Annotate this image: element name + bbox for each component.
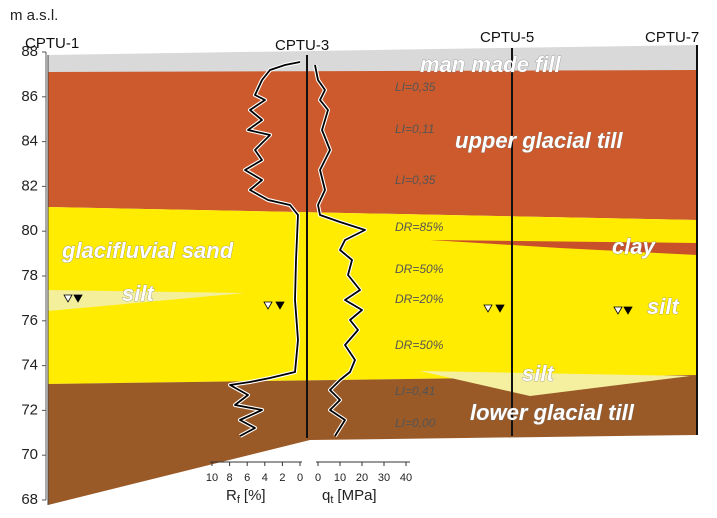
layer-label: man made fill — [420, 52, 561, 77]
annotation: DR=50% — [395, 338, 444, 352]
annotation: LI=0,35 — [395, 173, 436, 187]
annotation: DR=85% — [395, 220, 444, 234]
qt-curve — [314, 64, 366, 437]
symbol: R — [226, 487, 237, 504]
water-tables — [63, 294, 633, 315]
subscript: f — [237, 494, 241, 506]
qt-tick-label: 20 — [356, 472, 368, 484]
subscript: t — [330, 494, 333, 506]
water-table — [63, 294, 73, 303]
layer-label: glacifluvial sand — [61, 238, 234, 263]
water-table — [483, 304, 493, 313]
layer-label: clay — [612, 234, 657, 259]
borehole-label: CPTU-7 — [645, 29, 699, 46]
rf-tick-label: 6 — [244, 472, 250, 484]
layer-label: silt — [122, 281, 155, 306]
y-tick-label: 86 — [21, 88, 38, 105]
sand-layer — [48, 207, 697, 384]
annotation: LI=0,11 — [395, 122, 434, 136]
y-tick-label: 76 — [21, 312, 38, 329]
water-table — [613, 306, 623, 315]
water-table — [495, 304, 505, 313]
y-tick-label: 84 — [21, 133, 38, 150]
annotation: LI=0,35 — [395, 80, 436, 94]
rf-curve — [229, 61, 301, 437]
symbol: q — [322, 487, 330, 504]
y-tick-label: 74 — [21, 357, 38, 374]
borehole-label: CPTU-3 — [275, 37, 329, 54]
axis-label: m a.s.l. — [10, 7, 58, 24]
rf-tick-label: 0 — [297, 472, 303, 484]
silt-lens — [420, 371, 690, 396]
unit: [%] — [244, 487, 266, 504]
qt-tick-label: 30 — [378, 472, 390, 484]
water-table — [623, 306, 633, 315]
layer-label: silt — [522, 361, 555, 386]
water-table — [73, 294, 83, 303]
rf-tick-label: 8 — [227, 472, 233, 484]
y-tick-label: 72 — [21, 401, 38, 418]
layer-label: lower glacial till — [470, 400, 635, 425]
cpt-logs — [228, 60, 367, 438]
qt-tick-label: 0 — [315, 472, 321, 484]
layer-label: silt — [647, 294, 680, 319]
y-tick-label: 70 — [21, 446, 38, 463]
rf-tick-label: 4 — [262, 472, 268, 484]
silt-lens — [48, 290, 245, 311]
borehole-label: CPTU-1 — [25, 35, 79, 52]
y-tick-label: 88 — [21, 43, 38, 60]
upper-till-layer — [48, 70, 697, 220]
rf-tick-label: 10 — [206, 472, 218, 484]
rf-label: Rf [%] — [226, 487, 266, 506]
annotation: LI=0,41 — [395, 384, 435, 398]
annotation: DR=20% — [395, 292, 444, 306]
layer-label: upper glacial till — [455, 128, 623, 153]
annotation: LI=0,00 — [395, 416, 436, 430]
borehole-label: CPTU-5 — [480, 29, 534, 46]
annotation: DR=50% — [395, 262, 444, 276]
unit: [MPa] — [337, 487, 376, 504]
water-table — [275, 301, 285, 310]
y-tick-label: 80 — [21, 222, 38, 239]
lower-till-layer — [48, 375, 697, 505]
clay-lens — [430, 240, 697, 255]
rf-tick-label: 2 — [279, 472, 285, 484]
fill-layer — [48, 45, 697, 72]
y-tick-label: 78 — [21, 267, 38, 284]
qt-label: qt [MPa] — [322, 487, 377, 506]
y-tick-label: 68 — [21, 491, 38, 508]
qt-tick-label: 40 — [400, 472, 412, 484]
qt-tick-label: 10 — [334, 472, 346, 484]
water-table — [263, 301, 273, 310]
y-tick-label: 82 — [21, 177, 38, 194]
